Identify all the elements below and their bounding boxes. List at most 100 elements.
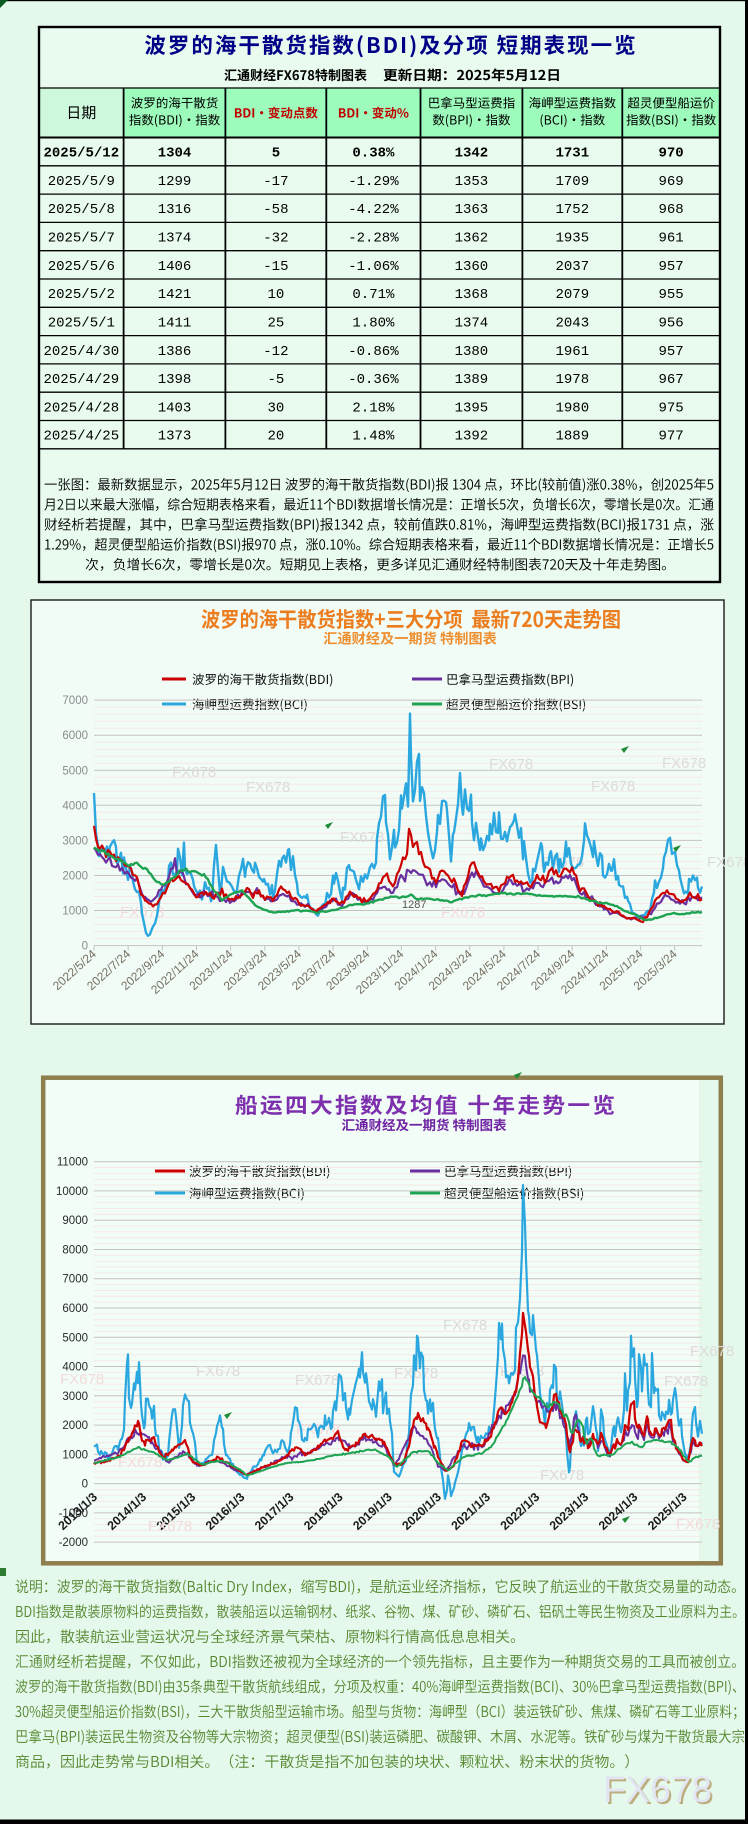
svg-text:2025/5/8: 2025/5/8	[48, 202, 115, 218]
svg-text:-17: -17	[263, 174, 288, 190]
svg-text:1360: 1360	[455, 259, 489, 275]
svg-text:3000: 3000	[62, 1391, 88, 1403]
svg-text:30: 30	[267, 400, 284, 416]
svg-text:1411: 1411	[158, 315, 192, 331]
svg-text:-2000: -2000	[59, 1537, 88, 1549]
svg-text:10000: 10000	[56, 1186, 88, 1198]
svg-text:2025/5/1: 2025/5/1	[48, 315, 115, 331]
svg-text:11000: 11000	[57, 1157, 88, 1169]
svg-text:-12: -12	[263, 344, 288, 360]
svg-text:-1.29%: -1.29%	[348, 174, 399, 190]
svg-text:1731: 1731	[555, 146, 589, 162]
svg-text:-5: -5	[267, 372, 284, 388]
svg-text:1368: 1368	[455, 287, 489, 303]
svg-text:956: 956	[658, 315, 683, 331]
svg-text:-0.36%: -0.36%	[348, 372, 399, 388]
svg-text:957: 957	[658, 344, 683, 360]
svg-text:1889: 1889	[555, 429, 589, 445]
svg-text:-15: -15	[263, 259, 288, 275]
svg-text:2025/5/7: 2025/5/7	[48, 231, 115, 247]
svg-text:9000: 9000	[62, 1215, 88, 1227]
svg-text:5000: 5000	[62, 765, 88, 777]
svg-text:1.48%: 1.48%	[352, 429, 395, 445]
svg-text:975: 975	[658, 400, 683, 416]
svg-text:-2.28%: -2.28%	[348, 231, 399, 247]
svg-text:6000: 6000	[62, 730, 88, 742]
svg-text:0: 0	[82, 941, 88, 953]
svg-text:1398: 1398	[158, 372, 192, 388]
svg-text:25: 25	[267, 315, 284, 331]
svg-text:3000: 3000	[62, 835, 88, 847]
svg-text:955: 955	[658, 287, 683, 303]
svg-text:1961: 1961	[555, 344, 589, 360]
svg-text:2079: 2079	[555, 287, 589, 303]
svg-text:FX678: FX678	[676, 1516, 720, 1533]
svg-text:2025/4/29: 2025/4/29	[43, 372, 119, 388]
svg-text:5: 5	[272, 146, 280, 162]
svg-text:1373: 1373	[158, 429, 192, 445]
svg-text:957: 957	[658, 259, 683, 275]
svg-text:0.71%: 0.71%	[352, 287, 395, 303]
svg-text:961: 961	[658, 231, 683, 247]
svg-text:FX678: FX678	[540, 1467, 584, 1484]
svg-text:1709: 1709	[555, 174, 589, 190]
svg-text:2025/5/9: 2025/5/9	[48, 174, 115, 190]
svg-text:1392: 1392	[455, 429, 489, 445]
svg-text:2037: 2037	[555, 259, 589, 275]
svg-text:1395: 1395	[455, 400, 489, 416]
svg-text:FX678: FX678	[340, 829, 384, 846]
svg-text:1386: 1386	[158, 344, 192, 360]
svg-text:2000: 2000	[62, 1420, 88, 1432]
svg-text:FX678: FX678	[603, 1769, 712, 1810]
svg-text:FX678: FX678	[664, 1373, 708, 1390]
svg-text:FX678: FX678	[246, 779, 290, 796]
svg-text:FX678: FX678	[489, 756, 533, 773]
svg-text:FX678: FX678	[690, 1343, 734, 1360]
svg-text:-1000: -1000	[59, 1508, 88, 1520]
svg-text:1000: 1000	[62, 906, 88, 918]
svg-text:1.80%: 1.80%	[352, 315, 395, 331]
svg-text:10: 10	[267, 287, 284, 303]
svg-text:6000: 6000	[62, 1303, 88, 1315]
svg-text:8000: 8000	[62, 1245, 88, 1257]
svg-text:FX678: FX678	[295, 1372, 339, 1389]
svg-text:5000: 5000	[62, 1332, 88, 1344]
svg-text:FX678: FX678	[441, 904, 485, 921]
svg-text:1316: 1316	[158, 202, 192, 218]
svg-text:2000: 2000	[62, 871, 88, 883]
svg-text:1299: 1299	[158, 174, 192, 190]
svg-text:-4.22%: -4.22%	[348, 202, 399, 218]
svg-text:2043: 2043	[555, 315, 589, 331]
svg-text:7000: 7000	[62, 1274, 88, 1286]
svg-text:1403: 1403	[158, 400, 192, 416]
svg-text:1752: 1752	[555, 202, 589, 218]
svg-text:1287: 1287	[402, 899, 426, 911]
svg-text:FX678: FX678	[443, 1317, 487, 1334]
svg-text:1362: 1362	[455, 231, 489, 247]
svg-text:969: 969	[658, 174, 683, 190]
svg-text:2.18%: 2.18%	[352, 400, 395, 416]
svg-text:-58: -58	[263, 202, 288, 218]
svg-text:968: 968	[658, 202, 683, 218]
svg-text:0: 0	[82, 1479, 88, 1491]
svg-text:2025/5/6: 2025/5/6	[48, 259, 115, 275]
svg-text:4000: 4000	[62, 800, 88, 812]
svg-text:2025/4/25: 2025/4/25	[43, 429, 119, 445]
svg-text:2025/5/12: 2025/5/12	[43, 146, 119, 162]
svg-text:0.38%: 0.38%	[352, 146, 395, 162]
svg-text:FX678: FX678	[707, 854, 748, 871]
svg-text:2025/5/2: 2025/5/2	[48, 287, 115, 303]
svg-text:-0.86%: -0.86%	[348, 344, 399, 360]
svg-text:FX678: FX678	[196, 1363, 240, 1380]
svg-text:7000: 7000	[62, 695, 88, 707]
svg-text:FX678: FX678	[60, 1371, 104, 1388]
svg-text:1374: 1374	[455, 315, 489, 331]
svg-text:1353: 1353	[455, 174, 489, 190]
svg-text:977: 977	[658, 429, 683, 445]
svg-text:970: 970	[658, 146, 683, 162]
svg-text:1342: 1342	[455, 146, 489, 162]
svg-text:1389: 1389	[455, 372, 489, 388]
svg-text:1374: 1374	[158, 231, 192, 247]
svg-text:1406: 1406	[158, 259, 192, 275]
svg-text:1363: 1363	[455, 202, 489, 218]
